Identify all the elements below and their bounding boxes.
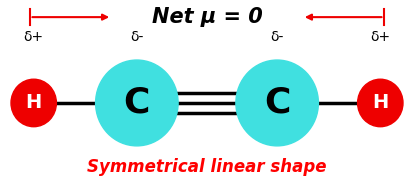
Text: Symmetrical linear shape: Symmetrical linear shape (87, 158, 326, 176)
Ellipse shape (357, 79, 402, 127)
Text: Net μ = 0: Net μ = 0 (151, 7, 262, 27)
Text: H: H (26, 93, 42, 112)
Text: C: C (123, 86, 150, 120)
Ellipse shape (235, 60, 318, 146)
Text: δ+: δ+ (369, 30, 389, 44)
Text: C: C (263, 86, 290, 120)
Text: δ+: δ+ (24, 30, 44, 44)
Text: δ-: δ- (130, 30, 143, 44)
Ellipse shape (95, 60, 178, 146)
Ellipse shape (11, 79, 56, 127)
Text: H: H (371, 93, 387, 112)
Text: δ-: δ- (270, 30, 283, 44)
